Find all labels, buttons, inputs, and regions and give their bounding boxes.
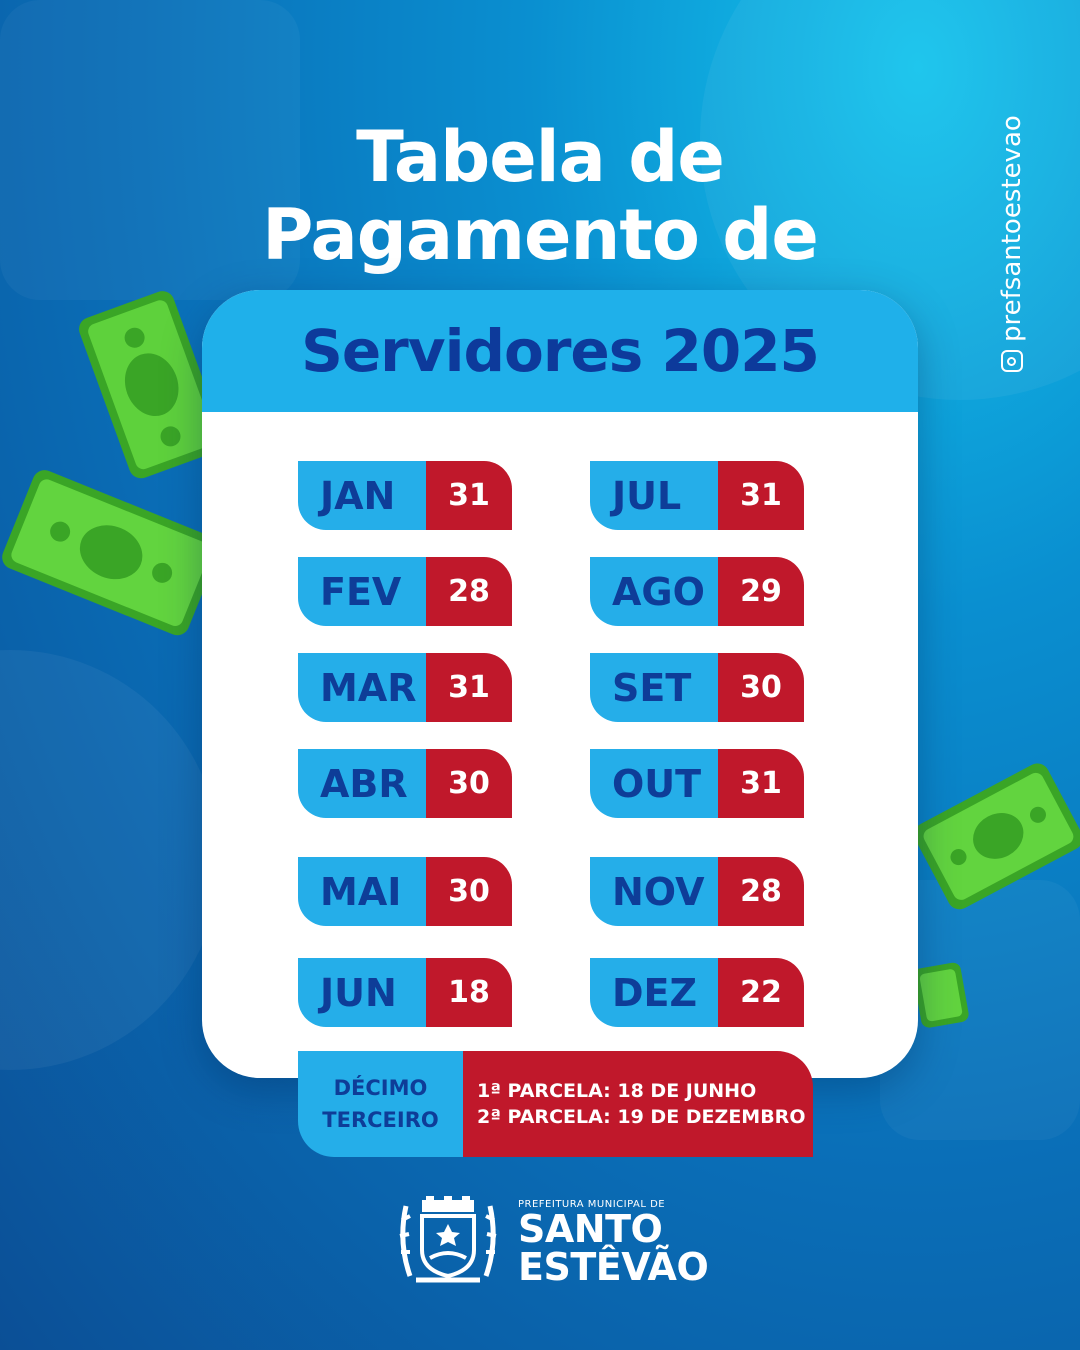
payment-day: 29 [718, 557, 804, 626]
decimo-info: 1ª PARCELA: 18 DE JUNHO 2ª PARCELA: 19 D… [463, 1051, 813, 1157]
page-title: Tabela de Pagamento de [0, 118, 1080, 274]
parcela-1: 1ª PARCELA: 18 DE JUNHO [477, 1080, 757, 1102]
month-label: DEZ [590, 958, 718, 1027]
month-pill-set: SET 30 [590, 653, 804, 722]
month-pill-mar: MAR 31 [298, 653, 512, 722]
month-label: JAN [298, 461, 426, 530]
month-pill-mai: MAI 30 [298, 857, 512, 926]
month-pill-fev: FEV 28 [298, 557, 512, 626]
payment-day: 30 [426, 857, 512, 926]
month-label: JUL [590, 461, 718, 530]
logo-line-1: SANTO [518, 1206, 663, 1251]
logo-small-text: PREFEITURA MUNICIPAL DE [518, 1198, 666, 1210]
bg-circle [0, 650, 220, 1070]
decimo-label-line-2: TERCEIRO [322, 1108, 439, 1132]
month-pill-dez: DEZ 22 [590, 958, 804, 1027]
money-bill-icon [915, 763, 1080, 910]
payment-day: 28 [426, 557, 512, 626]
municipal-logo: PREFEITURA MUNICIPAL DE SANTO ESTÊVÃO [392, 1196, 709, 1289]
parcela-2: 2ª PARCELA: 19 DE DEZEMBRO [477, 1106, 806, 1128]
money-bill-icon [2, 470, 220, 636]
month-pill-ago: AGO 29 [590, 557, 804, 626]
month-label: OUT [590, 749, 718, 818]
instagram-icon [1001, 350, 1023, 372]
month-label: MAR [298, 653, 426, 722]
payment-card: Servidores 2025 JAN 31 FEV 28 MAR 31 ABR… [202, 290, 918, 1078]
payment-day: 22 [718, 958, 804, 1027]
card-header: Servidores 2025 [202, 290, 918, 412]
payment-day: 31 [718, 749, 804, 818]
title-line-1: Tabela de [356, 116, 725, 198]
payment-day: 30 [426, 749, 512, 818]
instagram-handle: prefsantoestevao [997, 115, 1027, 372]
instagram-handle-text: prefsantoestevao [997, 115, 1027, 342]
month-label: ABR [298, 749, 426, 818]
month-label: SET [590, 653, 718, 722]
bg-square [0, 0, 300, 300]
month-label: NOV [590, 857, 718, 926]
month-pill-jul: JUL 31 [590, 461, 804, 530]
month-label: AGO [590, 557, 718, 626]
month-pill-jan: JAN 31 [298, 461, 512, 530]
payment-day: 28 [718, 857, 804, 926]
logo-line-2: ESTÊVÃO [518, 1244, 709, 1289]
card-heading: Servidores 2025 [301, 317, 820, 385]
coat-of-arms-icon [399, 1196, 497, 1283]
month-label: JUN [298, 958, 426, 1027]
month-pill-out: OUT 31 [590, 749, 804, 818]
month-label: FEV [298, 557, 426, 626]
title-line-2: Pagamento de [262, 194, 819, 276]
money-bill-icon [79, 291, 225, 479]
decimo-label: DÉCIMO TERCEIRO [298, 1051, 463, 1157]
month-label: MAI [298, 857, 426, 926]
decimo-terceiro-banner: DÉCIMO TERCEIRO 1ª PARCELA: 18 DE JUNHO … [298, 1051, 813, 1157]
payment-day: 31 [718, 461, 804, 530]
month-pill-abr: ABR 30 [298, 749, 512, 818]
payment-day: 30 [718, 653, 804, 722]
payment-day: 18 [426, 958, 512, 1027]
month-pill-nov: NOV 28 [590, 857, 804, 926]
decimo-label-line-1: DÉCIMO [333, 1076, 428, 1100]
money-bill-icon [913, 962, 969, 1028]
month-pill-jun: JUN 18 [298, 958, 512, 1027]
payment-day: 31 [426, 461, 512, 530]
payment-day: 31 [426, 653, 512, 722]
